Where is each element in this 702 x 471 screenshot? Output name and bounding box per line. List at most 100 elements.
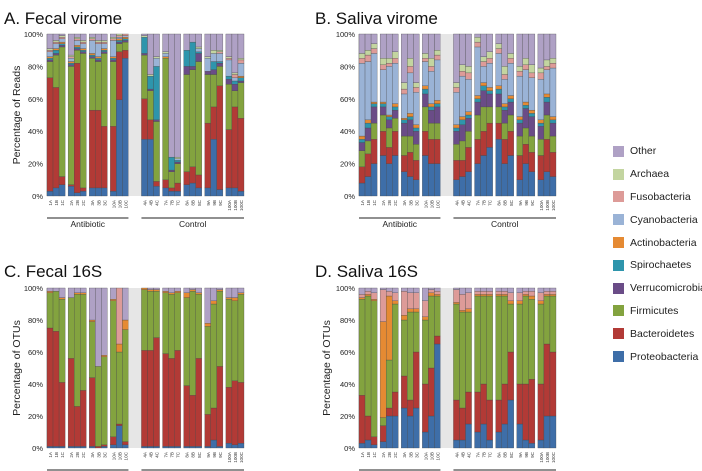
bar-segment-bacteroidetes xyxy=(116,423,123,426)
bar-segment-cyanobacteria xyxy=(195,48,202,52)
bar-segment-bacteroidetes xyxy=(80,390,87,447)
bar-segment-verrucomicrobia xyxy=(474,101,481,116)
bar-segment-cyanobacteria xyxy=(216,53,224,62)
bar-segment-actinobacteria xyxy=(379,321,387,418)
x-tick-label: 1C xyxy=(372,451,377,458)
bar-segment-spirochaetes xyxy=(358,139,366,143)
y-tick-label: 40% xyxy=(28,127,43,136)
bar-segment-other xyxy=(168,33,175,158)
bar-segment-cyanobacteria xyxy=(474,46,481,96)
bar-segment-other xyxy=(74,287,81,293)
bar-segment-firmicutes xyxy=(189,291,196,396)
bar-segment-verrucomicrobia xyxy=(501,109,508,124)
bar-segment-firmicutes xyxy=(210,303,217,409)
bar-segment-other xyxy=(495,33,502,44)
bar-segment-firmicutes xyxy=(459,140,466,161)
bar-segment-firmicutes xyxy=(465,131,472,148)
bar-segment-spirochaetes xyxy=(183,50,190,67)
bar-segment-bacteroidetes xyxy=(216,366,224,447)
bar-segment-spirochaetes xyxy=(67,63,75,65)
bar-segment-archaea xyxy=(428,58,435,67)
bar-segment-spirochaetes xyxy=(422,88,429,95)
bar-segment-firmicutes xyxy=(537,139,545,156)
bar-segment-other xyxy=(237,33,245,59)
bar-segment-archaea xyxy=(52,40,60,43)
bar-segment-bacteroidetes xyxy=(58,382,66,447)
bar-segment-bacteroidetes xyxy=(543,139,551,172)
bar-segment-actinobacteria xyxy=(162,56,169,59)
bar-segment-actinobacteria xyxy=(474,95,481,99)
bar-segment-firmicutes xyxy=(89,321,96,378)
bar-segment-bacteroidetes xyxy=(67,184,75,187)
bar-segment-proteobacteria xyxy=(501,423,508,449)
legend-swatch xyxy=(613,328,624,340)
x-tick-label: 2C xyxy=(81,199,86,206)
bar-segment-other xyxy=(474,287,481,292)
x-tick-label: 3A xyxy=(402,199,407,206)
bar-segment-proteobacteria xyxy=(486,147,493,197)
bar-segment-bacteroidetes xyxy=(379,425,387,442)
bar-segment-actinobacteria xyxy=(141,287,148,290)
bar-segment-verrucomicrobia xyxy=(528,116,536,137)
bar-segment-actinobacteria xyxy=(364,294,372,297)
bar-segment-other xyxy=(428,33,435,59)
bar-segment-actinobacteria xyxy=(237,75,245,78)
bar-segment-proteobacteria xyxy=(364,176,372,197)
bar-segment-fusobacteria xyxy=(480,61,487,67)
bar-segment-actinobacteria xyxy=(116,38,123,41)
bar-segment-firmicutes xyxy=(413,311,420,353)
bar-segment-verrucomicrobia xyxy=(465,118,472,132)
bar-segment-proteobacteria xyxy=(95,187,102,197)
x-tick-label: 3C xyxy=(102,199,107,206)
bar-segment-verrucomicrobia xyxy=(434,106,441,124)
bar-segment-bacteroidetes xyxy=(422,131,429,156)
bar-segment-proteobacteria xyxy=(237,443,245,449)
bar-segment-actinobacteria xyxy=(522,294,529,297)
bar-segment-fusobacteria xyxy=(364,54,372,62)
legend-item-bacteroidetes: Bacteroidetes xyxy=(613,322,701,345)
y-axis-label: Percentage of OTUs xyxy=(321,320,333,416)
legend-swatch xyxy=(613,282,624,294)
bar-segment-verrucomicrobia xyxy=(522,108,529,129)
x-tick-label: 8B xyxy=(191,452,196,458)
x-tick-label: 1A xyxy=(48,199,53,206)
bar-segment-bacteroidetes xyxy=(370,436,378,445)
bar-segment-archaea xyxy=(225,56,233,59)
bar-segment-firmicutes xyxy=(216,66,224,86)
bar-segment-proteobacteria xyxy=(379,441,387,449)
x-tick-label: 3A xyxy=(90,199,95,206)
bar-segment-archaea xyxy=(153,56,160,59)
bar-segment-actinobacteria xyxy=(453,302,460,305)
bar-segment-bacteroidetes xyxy=(516,383,523,425)
bar-segment-actinobacteria xyxy=(58,297,66,300)
bar-segment-other xyxy=(204,287,211,324)
bar-segment-archaea xyxy=(392,51,399,59)
bar-segment-verrucomicrobia xyxy=(58,45,66,48)
bar-segment-bacteroidetes xyxy=(225,387,233,444)
bar-segment-fusobacteria xyxy=(486,58,493,64)
bar-segment-proteobacteria xyxy=(168,190,175,197)
bar-segment-firmicutes xyxy=(385,359,393,409)
bar-segment-actinobacteria xyxy=(358,135,366,140)
bar-segment-archaea xyxy=(516,66,523,72)
bar-segment-actinobacteria xyxy=(413,124,420,129)
y-tick-label: 40% xyxy=(340,127,355,136)
bar-segment-proteobacteria xyxy=(392,415,399,449)
bar-segment-firmicutes xyxy=(231,90,239,108)
bar-segment-cyanobacteria xyxy=(101,43,108,49)
y-tick-label: 40% xyxy=(28,380,43,389)
bar-segment-proteobacteria xyxy=(507,155,514,197)
bar-segment-cyanobacteria xyxy=(522,69,529,103)
bar-segment-actinobacteria xyxy=(174,291,181,293)
bar-segment-actinobacteria xyxy=(407,113,414,117)
bar-segment-bacteroidetes xyxy=(407,399,414,417)
bar-segment-actinobacteria xyxy=(495,294,502,297)
bar-segment-verrucomicrobia xyxy=(204,71,211,75)
bar-segment-other xyxy=(52,33,60,41)
bar-segment-bacteroidetes xyxy=(210,407,217,441)
bar-segment-archaea xyxy=(486,51,493,59)
bar-segment-other xyxy=(413,287,420,293)
bar-segment-verrucomicrobia xyxy=(80,51,87,54)
x-tick-label: 2A xyxy=(69,199,74,206)
bar-segment-other xyxy=(153,287,160,290)
